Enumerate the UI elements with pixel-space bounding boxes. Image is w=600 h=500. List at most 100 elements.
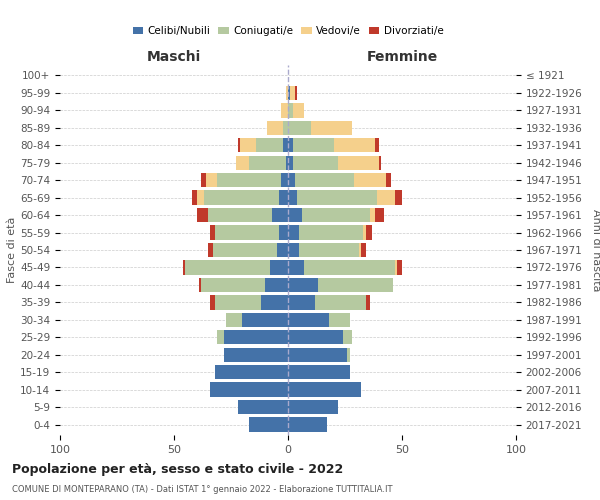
Bar (334, 138, 374, 152)
Bar (249, 418, 288, 432)
Bar (288, 330, 343, 344)
Bar (288, 208, 302, 222)
Bar (288, 312, 329, 327)
Bar (277, 243, 288, 257)
Bar (238, 138, 240, 152)
Bar (377, 190, 395, 205)
Bar (365, 226, 373, 239)
Bar (224, 330, 288, 344)
Bar (304, 260, 395, 274)
Bar (295, 86, 297, 100)
Bar (317, 278, 393, 292)
Bar (203, 190, 279, 205)
Bar (208, 243, 213, 257)
Bar (286, 86, 288, 100)
Bar (192, 190, 197, 205)
Bar (249, 156, 286, 170)
Text: COMUNE DI MONTEPARANO (TA) - Dati ISTAT 1° gennaio 2022 - Elaborazione TUTTITALI: COMUNE DI MONTEPARANO (TA) - Dati ISTAT … (12, 485, 392, 494)
Bar (288, 382, 361, 397)
Bar (288, 243, 299, 257)
Bar (183, 260, 185, 274)
Bar (293, 138, 334, 152)
Bar (272, 208, 288, 222)
Bar (354, 173, 386, 188)
Bar (279, 190, 288, 205)
Bar (238, 400, 288, 414)
Bar (283, 120, 288, 135)
Bar (288, 156, 293, 170)
Bar (395, 260, 397, 274)
Text: Femmine: Femmine (367, 50, 437, 64)
Bar (240, 138, 256, 152)
Bar (211, 382, 288, 397)
Bar (197, 208, 208, 222)
Bar (386, 173, 391, 188)
Bar (202, 278, 265, 292)
Bar (288, 120, 311, 135)
Bar (288, 260, 304, 274)
Bar (215, 295, 260, 310)
Legend: Celibi/Nubili, Coniugati/e, Vedovi/e, Divorziati/e: Celibi/Nubili, Coniugati/e, Vedovi/e, Di… (128, 22, 448, 40)
Bar (202, 173, 206, 188)
Bar (359, 243, 361, 257)
Bar (213, 243, 277, 257)
Bar (293, 103, 304, 118)
Bar (374, 138, 379, 152)
Bar (260, 295, 288, 310)
Bar (365, 295, 370, 310)
Bar (288, 138, 293, 152)
Bar (211, 226, 215, 239)
Bar (293, 156, 338, 170)
Bar (217, 173, 281, 188)
Bar (265, 278, 288, 292)
Bar (397, 260, 402, 274)
Bar (288, 348, 347, 362)
Bar (185, 260, 270, 274)
Bar (288, 190, 297, 205)
Bar (224, 348, 288, 362)
Bar (295, 173, 354, 188)
Bar (268, 120, 283, 135)
Bar (288, 365, 350, 380)
Bar (363, 226, 365, 239)
Bar (288, 418, 327, 432)
Bar (215, 226, 279, 239)
Bar (311, 120, 352, 135)
Bar (288, 400, 338, 414)
Bar (374, 208, 384, 222)
Bar (211, 295, 215, 310)
Bar (208, 208, 272, 222)
Bar (329, 312, 350, 327)
Bar (370, 208, 374, 222)
Bar (283, 138, 288, 152)
Text: Maschi: Maschi (147, 50, 201, 64)
Bar (270, 260, 288, 274)
Bar (288, 103, 293, 118)
Bar (302, 208, 370, 222)
Bar (299, 226, 363, 239)
Bar (197, 190, 203, 205)
Bar (347, 348, 350, 362)
Bar (281, 103, 288, 118)
Bar (379, 156, 382, 170)
Bar (288, 226, 299, 239)
Bar (316, 295, 365, 310)
Bar (256, 138, 283, 152)
Bar (288, 86, 290, 100)
Y-axis label: Anni di nascita: Anni di nascita (591, 209, 600, 291)
Bar (206, 173, 217, 188)
Bar (217, 330, 224, 344)
Bar (361, 243, 365, 257)
Bar (281, 173, 288, 188)
Y-axis label: Fasce di età: Fasce di età (7, 217, 17, 283)
Bar (290, 86, 295, 100)
Bar (215, 365, 288, 380)
Bar (288, 173, 295, 188)
Bar (199, 278, 202, 292)
Bar (297, 190, 377, 205)
Bar (286, 156, 288, 170)
Bar (343, 330, 352, 344)
Bar (338, 156, 379, 170)
Bar (236, 156, 249, 170)
Bar (395, 190, 402, 205)
